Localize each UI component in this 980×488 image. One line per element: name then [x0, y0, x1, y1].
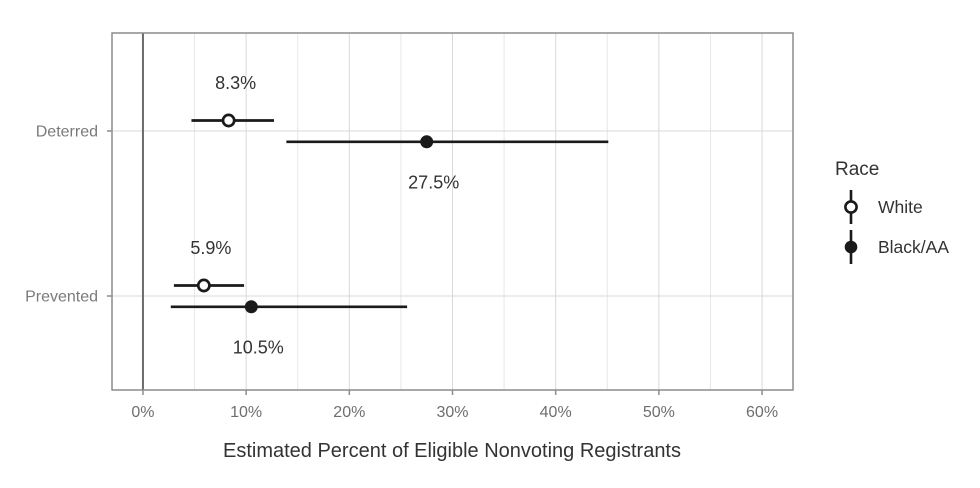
data-label: 10.5%	[233, 337, 284, 357]
gridlines-layer	[112, 33, 793, 390]
legend-key-filled-circle	[844, 240, 858, 254]
data-label: 27.5%	[408, 172, 459, 192]
legend-key-open-circle	[844, 200, 858, 214]
x-tick-label: 0%	[131, 404, 154, 421]
legend-entry-label: Black/AA	[878, 237, 949, 257]
point-filled-circle	[244, 300, 258, 314]
y-category-label: Prevented	[25, 289, 98, 306]
x-tick-label: 40%	[540, 404, 572, 421]
legend-title: Race	[835, 159, 879, 180]
point-open-circle	[196, 278, 211, 293]
point-open-circle	[221, 113, 236, 128]
data-label: 5.9%	[190, 238, 231, 258]
point-filled-circle	[420, 135, 434, 149]
x-axis-title: Estimated Percent of Eligible Nonvoting …	[223, 440, 681, 462]
axis-layer: Estimated Percent of Eligible Nonvoting …	[25, 124, 778, 463]
x-tick-label: 50%	[643, 404, 675, 421]
x-tick-label: 30%	[436, 404, 468, 421]
x-tick-label: 20%	[333, 404, 365, 421]
y-category-label: Deterred	[36, 124, 98, 141]
data-label: 8.3%	[215, 73, 256, 93]
legend-entry-label: White	[878, 197, 923, 217]
x-tick-label: 60%	[746, 404, 778, 421]
legend: Race White Black/AA	[835, 159, 949, 264]
data-layer: 8.3% 5.9% 27.5% 10.5%	[170, 73, 609, 357]
x-tick-label: 10%	[230, 404, 262, 421]
